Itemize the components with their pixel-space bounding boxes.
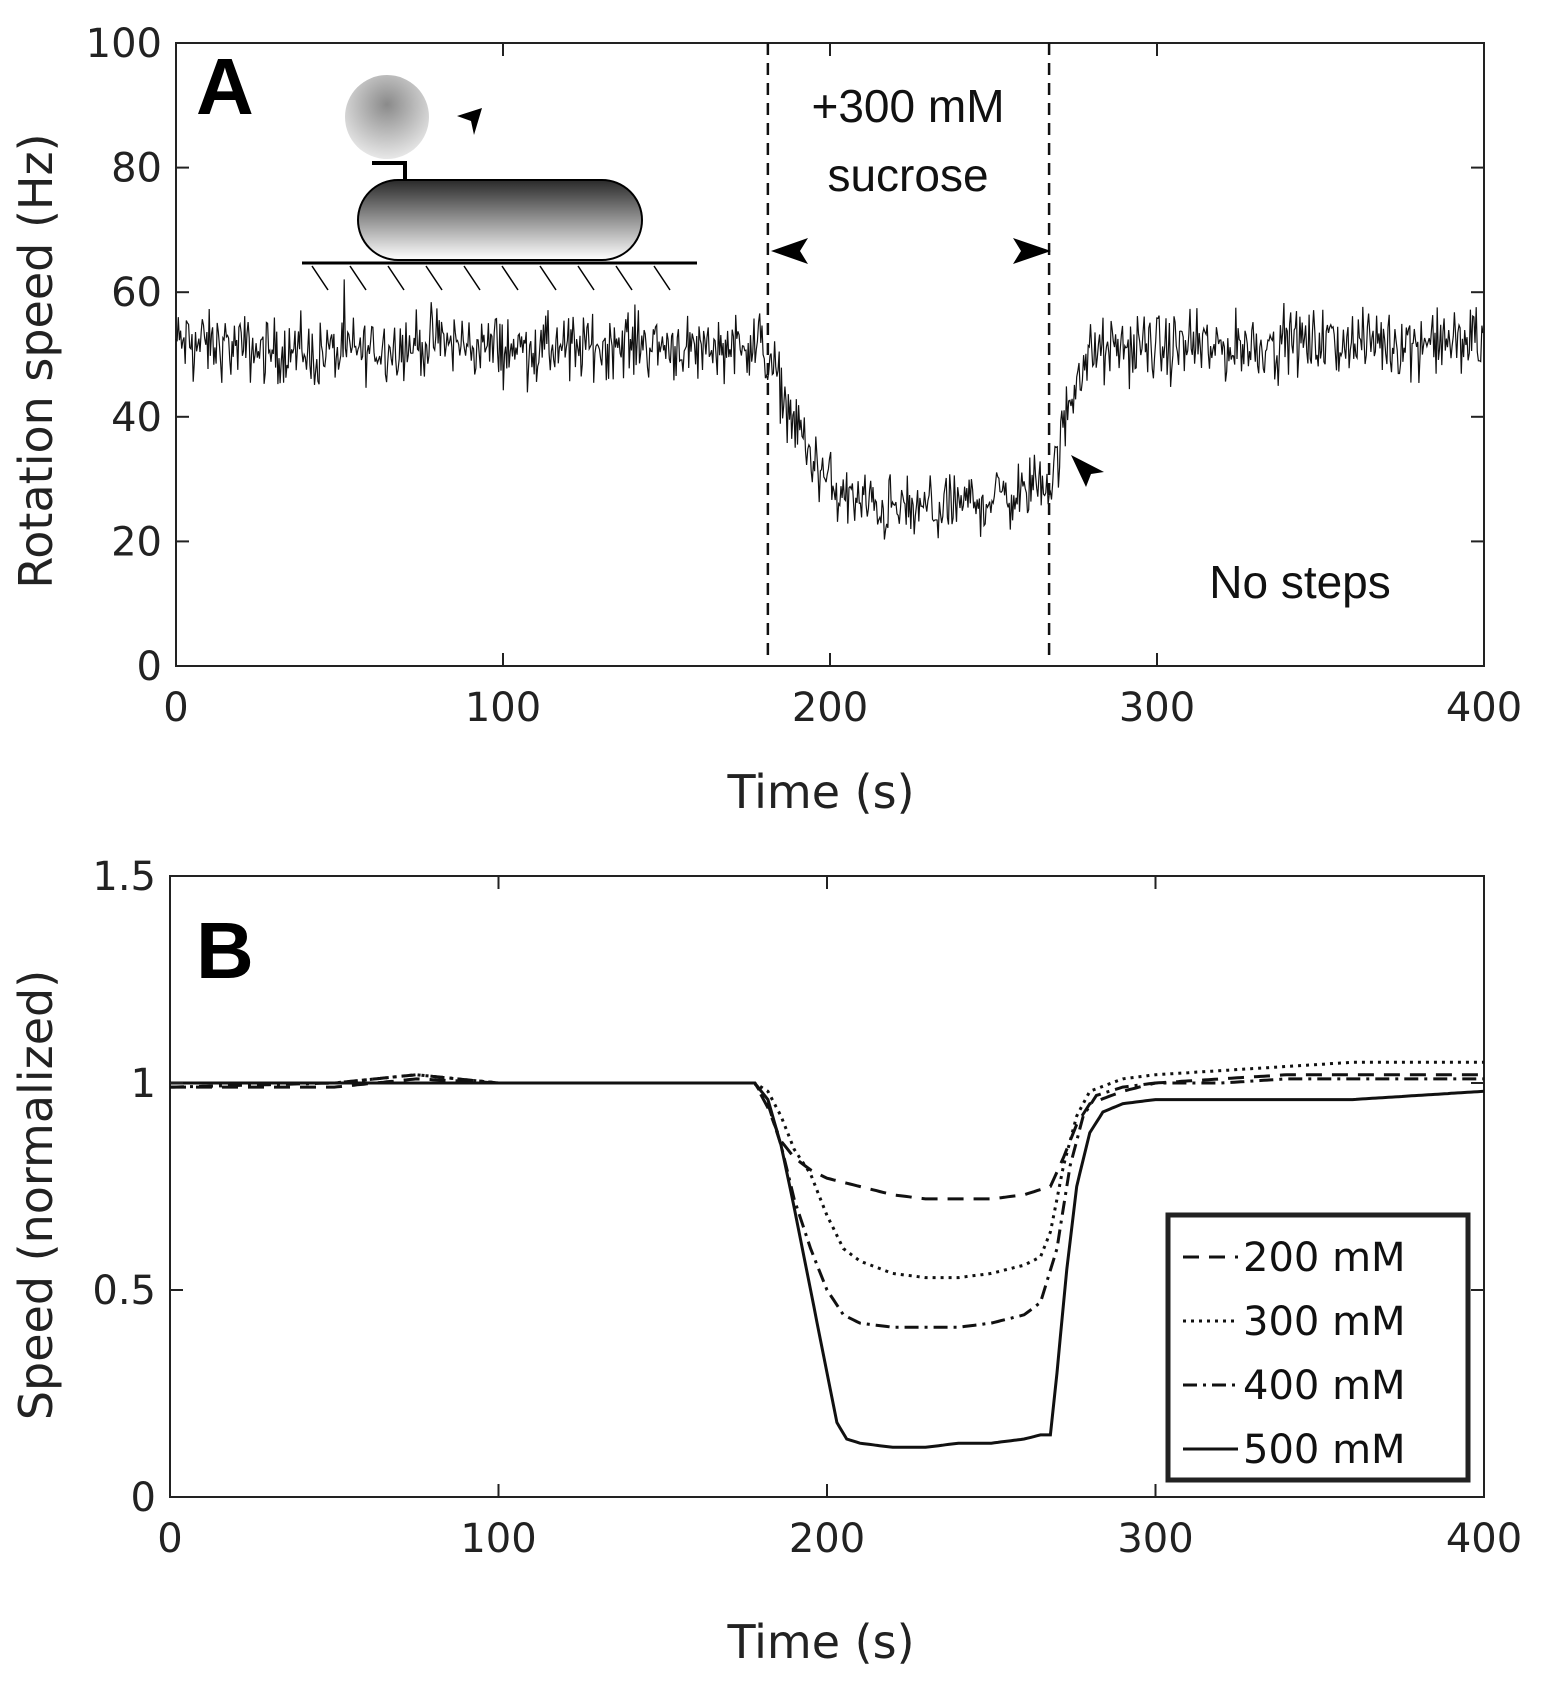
legend-label-200mm: 200 mM: [1243, 1235, 1406, 1281]
panel-a-ytick-label: 100: [86, 21, 162, 67]
panel-b-curves: [170, 1060, 1485, 1449]
bead-icon: [345, 75, 429, 159]
panel-a-ytick-label: 0: [137, 644, 162, 690]
hatch-mark: [349, 265, 367, 291]
legend-label-500mm: 500 mM: [1243, 1427, 1406, 1473]
series-line-500-mm: [170, 1081, 1485, 1449]
flagellar-hook: [372, 161, 407, 182]
panel-a-vlines: [766, 43, 1051, 660]
panel-a-xtick-label: 0: [163, 685, 188, 731]
motor-schematic: [302, 75, 697, 291]
panel-b-xtick-label: 200: [789, 1516, 865, 1562]
panel-b-xlabel: Time (s): [726, 1615, 914, 1669]
panel-a-ytick-label: 40: [111, 395, 162, 441]
bacterium-cell-icon: [357, 179, 643, 261]
panel-b-xtick-label: 0: [157, 1516, 182, 1562]
panel-a-xlabel: Time (s): [726, 765, 914, 819]
sucrose-annotation-line1: +300 mM: [811, 80, 1004, 132]
panel-a-letter: A: [196, 42, 254, 131]
panel-b: 0 100 200 300 400 0 0.5 1 1.5 B Time (s) Speed (…: [9, 854, 1522, 1669]
panel-a-xtick-label: 400: [1446, 685, 1522, 731]
hatch-mark: [463, 265, 481, 291]
hatch-mark: [311, 265, 329, 291]
panel-a-xtick-label: 100: [465, 685, 541, 731]
panel-a-ticks: 0 100 200 300 400 0 20 40 60 80 100: [86, 21, 1523, 731]
left-interval-arrowhead: [771, 238, 808, 264]
panel-b-ytick-label: 1: [131, 1061, 156, 1107]
panel-b-ytick-label: 0: [131, 1475, 156, 1521]
hatch-mark: [615, 265, 633, 291]
series-line-200-mm: [170, 1073, 1484, 1201]
surface-hatching: [311, 265, 671, 291]
panel-b-xtick-label: 100: [460, 1516, 536, 1562]
no-steps-annotation: No steps: [1209, 556, 1391, 608]
right-interval-arrowhead: [1013, 238, 1051, 264]
panel-b-ticks: 0 100 200 300 400 0 0.5 1 1.5: [92, 854, 1522, 1562]
panel-a-ytick-label: 20: [111, 519, 162, 565]
panel-b-ylabel: Speed (normalized): [9, 970, 63, 1420]
bead-rotation-arrow-icon: [457, 108, 482, 135]
recovery-arrowhead: [1071, 455, 1104, 487]
panel-a-ytick-label: 60: [111, 270, 162, 316]
hatch-mark: [501, 265, 519, 291]
panel-a-xtick-label: 200: [792, 685, 868, 731]
panel-a-ylabel: Rotation speed (Hz): [9, 133, 63, 588]
panel-a-ytick-label: 80: [111, 146, 162, 192]
legend-label-300mm: 300 mM: [1243, 1299, 1406, 1345]
hatch-mark: [387, 265, 405, 291]
legend: 200 mM 300 mM 400 mM 500 mM: [1165, 1212, 1471, 1483]
panel-a-xtick-label: 300: [1119, 685, 1195, 731]
panel-b-xtick-label: 300: [1117, 1516, 1193, 1562]
panel-b-letter: B: [196, 906, 254, 995]
rotation-speed-trace: [175, 279, 1484, 540]
legend-box: [1165, 1212, 1471, 1483]
series-line-400-mm: [170, 1073, 1484, 1329]
hatch-mark: [539, 265, 557, 291]
hatch-mark: [425, 265, 443, 291]
panel-b-xtick-label: 400: [1446, 1516, 1522, 1562]
panel-b-ytick-label: 0.5: [92, 1268, 156, 1314]
hatch-mark: [653, 265, 671, 291]
legend-label-400mm: 400 mM: [1243, 1363, 1406, 1409]
panel-b-ytick-label: 1.5: [92, 854, 156, 900]
panel-a-trace: [175, 279, 1484, 540]
sucrose-annotation-line2: sucrose: [827, 149, 988, 201]
hatch-mark: [577, 265, 595, 291]
panel-a: 0 100 200 300 400 0 20 40 60 80 100 A +300 mM sucr…: [9, 21, 1522, 819]
